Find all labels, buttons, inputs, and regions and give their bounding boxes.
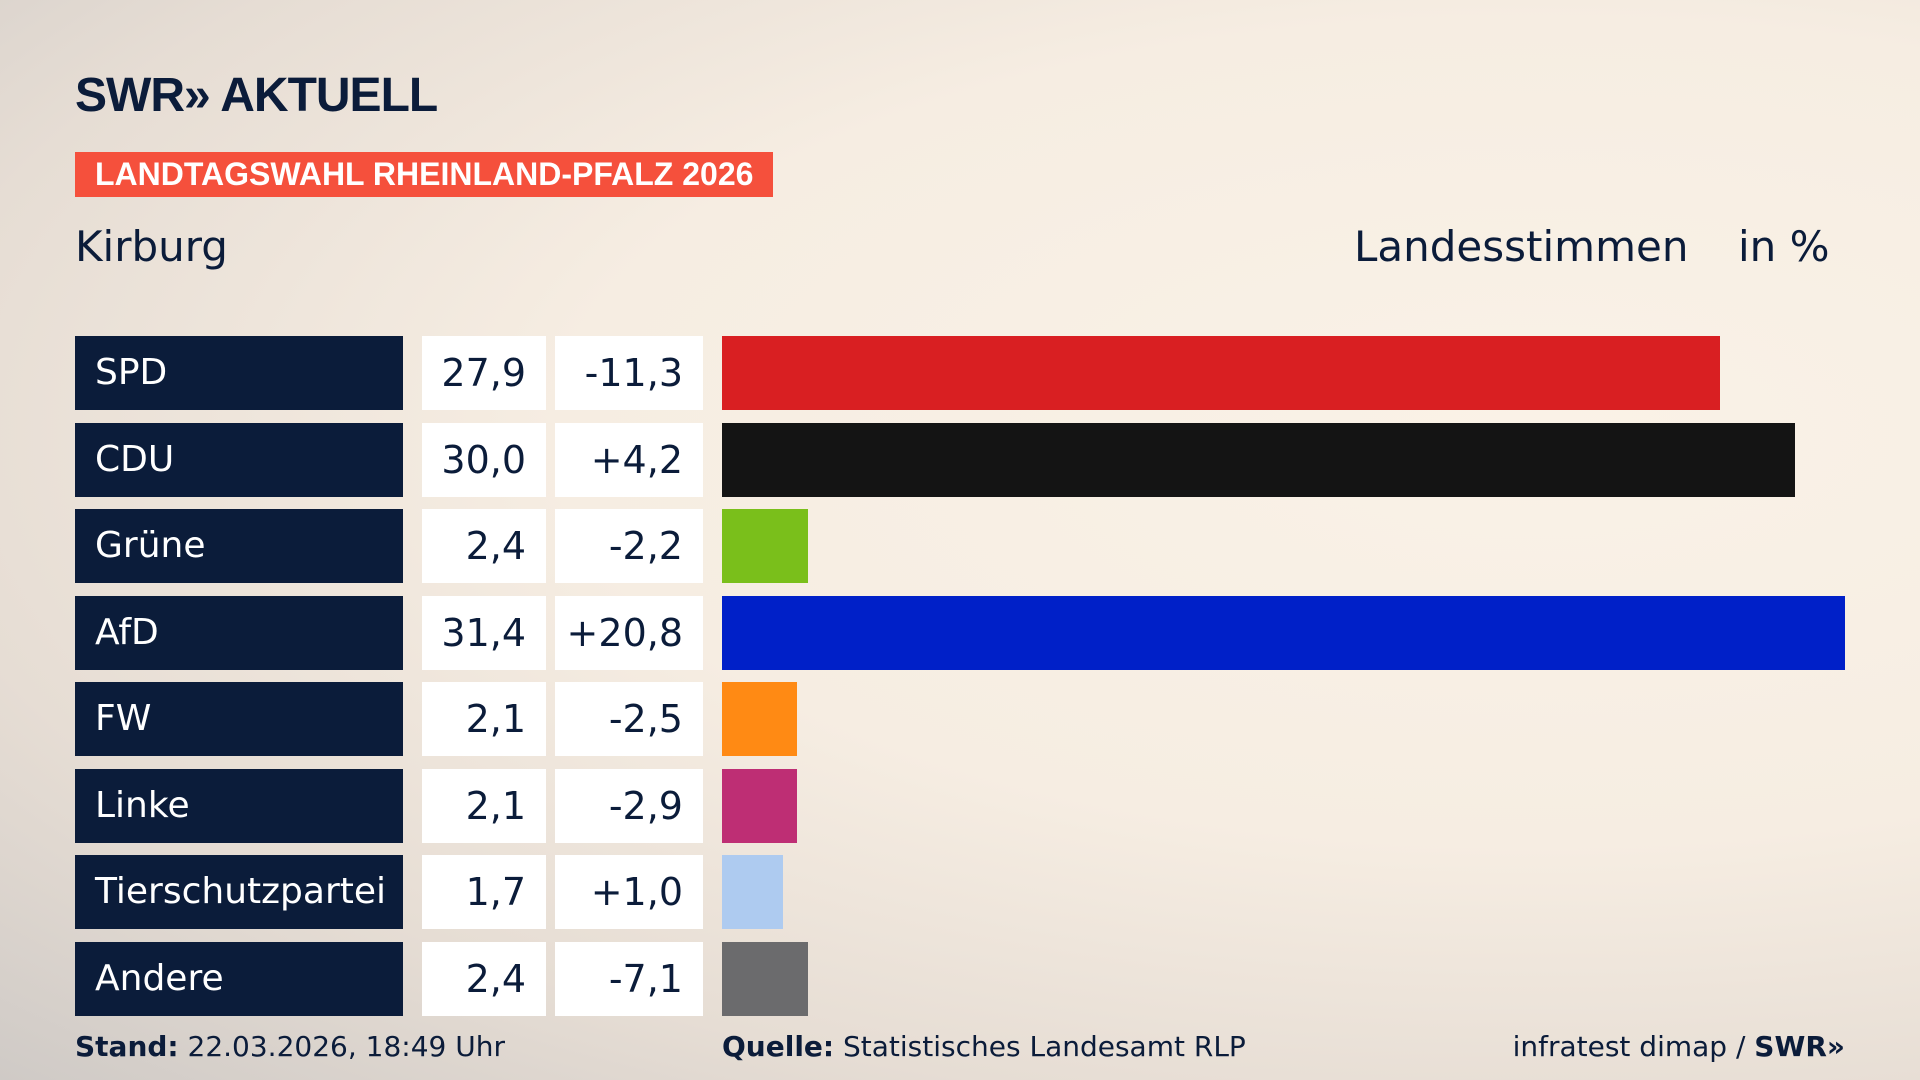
diff-label: +4,2 bbox=[555, 422, 703, 497]
party-label: CDU bbox=[75, 422, 403, 497]
bar bbox=[722, 336, 1720, 410]
credit-text: infratest dimap / bbox=[1512, 1030, 1755, 1063]
value-label: 2,1 bbox=[422, 682, 546, 756]
party-label: Linke bbox=[75, 768, 403, 843]
party-label: AfD bbox=[75, 595, 403, 670]
region-title: Kirburg bbox=[75, 222, 228, 271]
bar bbox=[722, 422, 1795, 497]
value-label: 31,4 bbox=[422, 595, 546, 670]
value-label: 2,1 bbox=[422, 768, 546, 843]
election-banner: LANDTAGSWAHL RHEINLAND-PFALZ 2026 bbox=[75, 152, 774, 197]
swr-aktuell-logo: SWR» AKTUELL bbox=[75, 69, 438, 122]
diff-label: -2,2 bbox=[555, 509, 703, 583]
value-label: 1,7 bbox=[422, 855, 546, 929]
diff-label: -2,9 bbox=[555, 768, 703, 843]
source-value: Statistisches Landesamt RLP bbox=[834, 1030, 1246, 1063]
bar bbox=[722, 941, 808, 1016]
timestamp: Stand: 22.03.2026, 18:49 Uhr bbox=[75, 1030, 505, 1063]
party-label: Tierschutzpartei bbox=[75, 855, 403, 929]
diff-label: -2,5 bbox=[555, 682, 703, 756]
diff-label: -11,3 bbox=[555, 336, 703, 410]
party-label: SPD bbox=[75, 336, 403, 410]
swr-logo: SWR» bbox=[1754, 1030, 1845, 1063]
bar bbox=[722, 855, 783, 929]
party-label: Grüne bbox=[75, 509, 403, 583]
measure-label: Landesstimmen bbox=[1354, 222, 1689, 271]
diff-label: +1,0 bbox=[555, 855, 703, 929]
unit-label: in % bbox=[1738, 222, 1830, 271]
stand-label: Stand: bbox=[75, 1030, 179, 1063]
value-label: 30,0 bbox=[422, 422, 546, 497]
party-label: Andere bbox=[75, 941, 403, 1016]
value-label: 27,9 bbox=[422, 336, 546, 410]
value-label: 2,4 bbox=[422, 509, 546, 583]
bar bbox=[722, 768, 798, 843]
bar bbox=[722, 682, 798, 756]
value-label: 2,4 bbox=[422, 941, 546, 1016]
diff-label: -7,1 bbox=[555, 941, 703, 1016]
diff-label: +20,8 bbox=[555, 595, 703, 670]
bar bbox=[722, 509, 808, 583]
source-label: Quelle: bbox=[722, 1030, 835, 1063]
credit: infratest dimap / SWR» bbox=[1513, 1030, 1845, 1063]
party-label: FW bbox=[75, 682, 403, 756]
stand-value: 22.03.2026, 18:49 Uhr bbox=[178, 1030, 505, 1063]
source: Quelle: Statistisches Landesamt RLP bbox=[722, 1030, 1246, 1063]
bar bbox=[722, 595, 1845, 670]
